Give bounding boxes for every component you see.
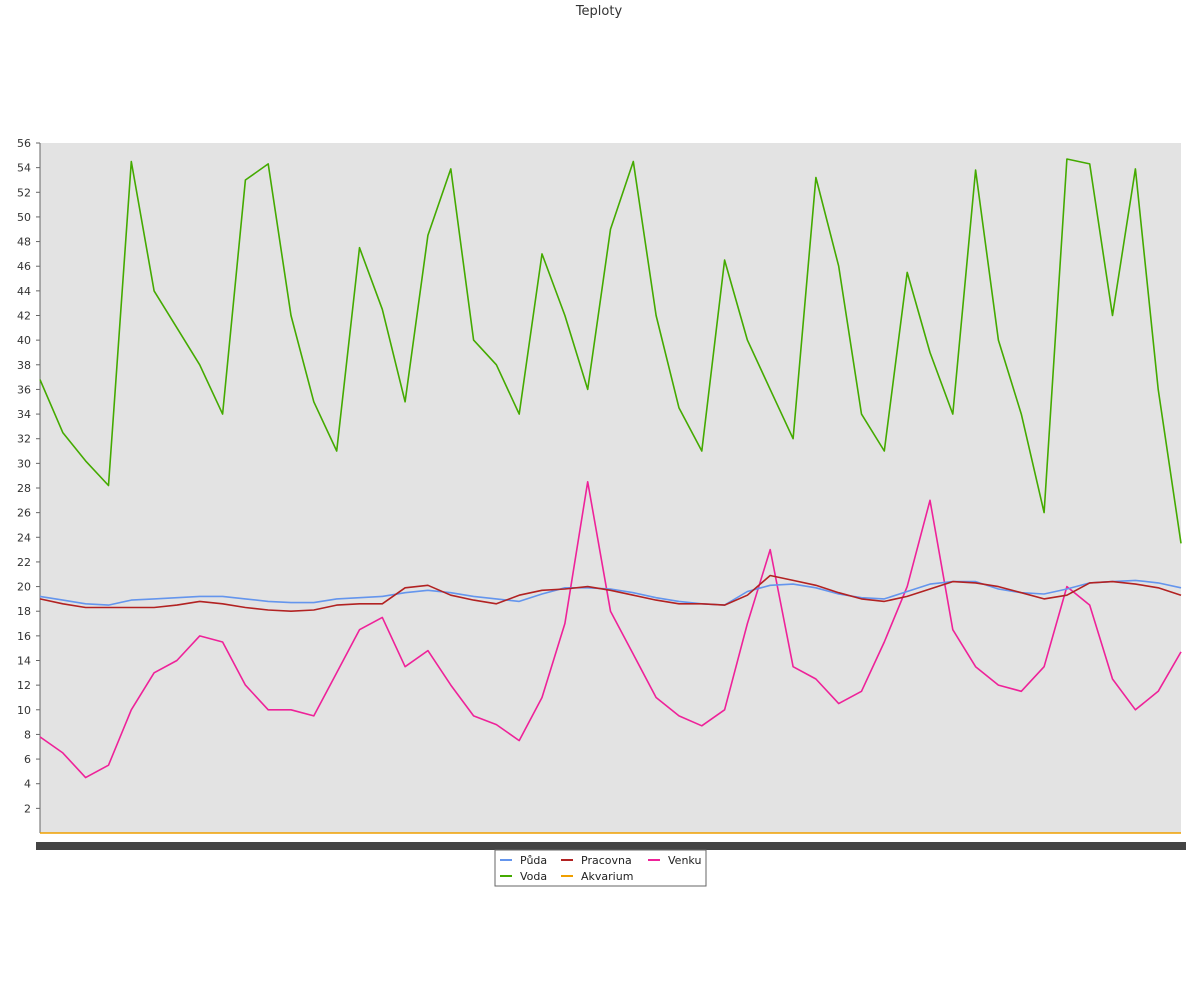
y-tick-label: 22 <box>17 556 31 569</box>
y-tick-label: 46 <box>17 260 31 273</box>
series-line-venku <box>39 480 1182 779</box>
y-axis: 2468101214161820222426283032343638404244… <box>17 137 41 833</box>
y-tick-label: 14 <box>17 655 31 668</box>
y-tick-label: 20 <box>17 581 31 594</box>
y-tick-label: 10 <box>17 704 31 717</box>
y-tick-label: 6 <box>24 753 31 766</box>
y-tick-label: 16 <box>17 630 31 643</box>
y-tick-label: 34 <box>17 408 31 421</box>
series-layer <box>39 158 1182 834</box>
y-tick-label: 38 <box>17 359 31 372</box>
legend-label-půda: Půda <box>520 854 547 867</box>
y-tick-label: 50 <box>17 211 31 224</box>
legend-label-akvarium: Akvarium <box>581 870 633 883</box>
x-axis-band <box>36 842 1186 850</box>
series-line-voda <box>39 158 1182 544</box>
y-tick-label: 36 <box>17 383 31 396</box>
series-line-půda <box>39 579 1182 606</box>
legend-label-venku: Venku <box>668 854 701 867</box>
chart-title: Teploty <box>575 4 623 19</box>
y-tick-label: 40 <box>17 334 31 347</box>
legend-label-pracovna: Pracovna <box>581 854 632 867</box>
plot-area <box>40 143 1181 833</box>
y-tick-label: 12 <box>17 679 31 692</box>
y-tick-label: 54 <box>17 162 31 175</box>
y-tick-label: 26 <box>17 507 31 520</box>
y-tick-label: 42 <box>17 310 31 323</box>
y-tick-label: 48 <box>17 236 31 249</box>
y-tick-label: 52 <box>17 186 31 199</box>
y-tick-label: 32 <box>17 433 31 446</box>
y-tick-label: 30 <box>17 457 31 470</box>
y-tick-label: 18 <box>17 605 31 618</box>
y-tick-label: 44 <box>17 285 31 298</box>
y-tick-label: 24 <box>17 531 31 544</box>
series-line-pracovna <box>39 574 1182 613</box>
y-tick-label: 8 <box>24 728 31 741</box>
y-tick-label: 4 <box>24 778 31 791</box>
y-tick-label: 56 <box>17 137 31 150</box>
y-tick-label: 28 <box>17 482 31 495</box>
legend-label-voda: Voda <box>520 870 547 883</box>
y-tick-label: 2 <box>24 802 31 815</box>
legend-box <box>494 849 707 887</box>
legend: Půda Voda Pracovna Akvarium Venku <box>494 849 707 887</box>
